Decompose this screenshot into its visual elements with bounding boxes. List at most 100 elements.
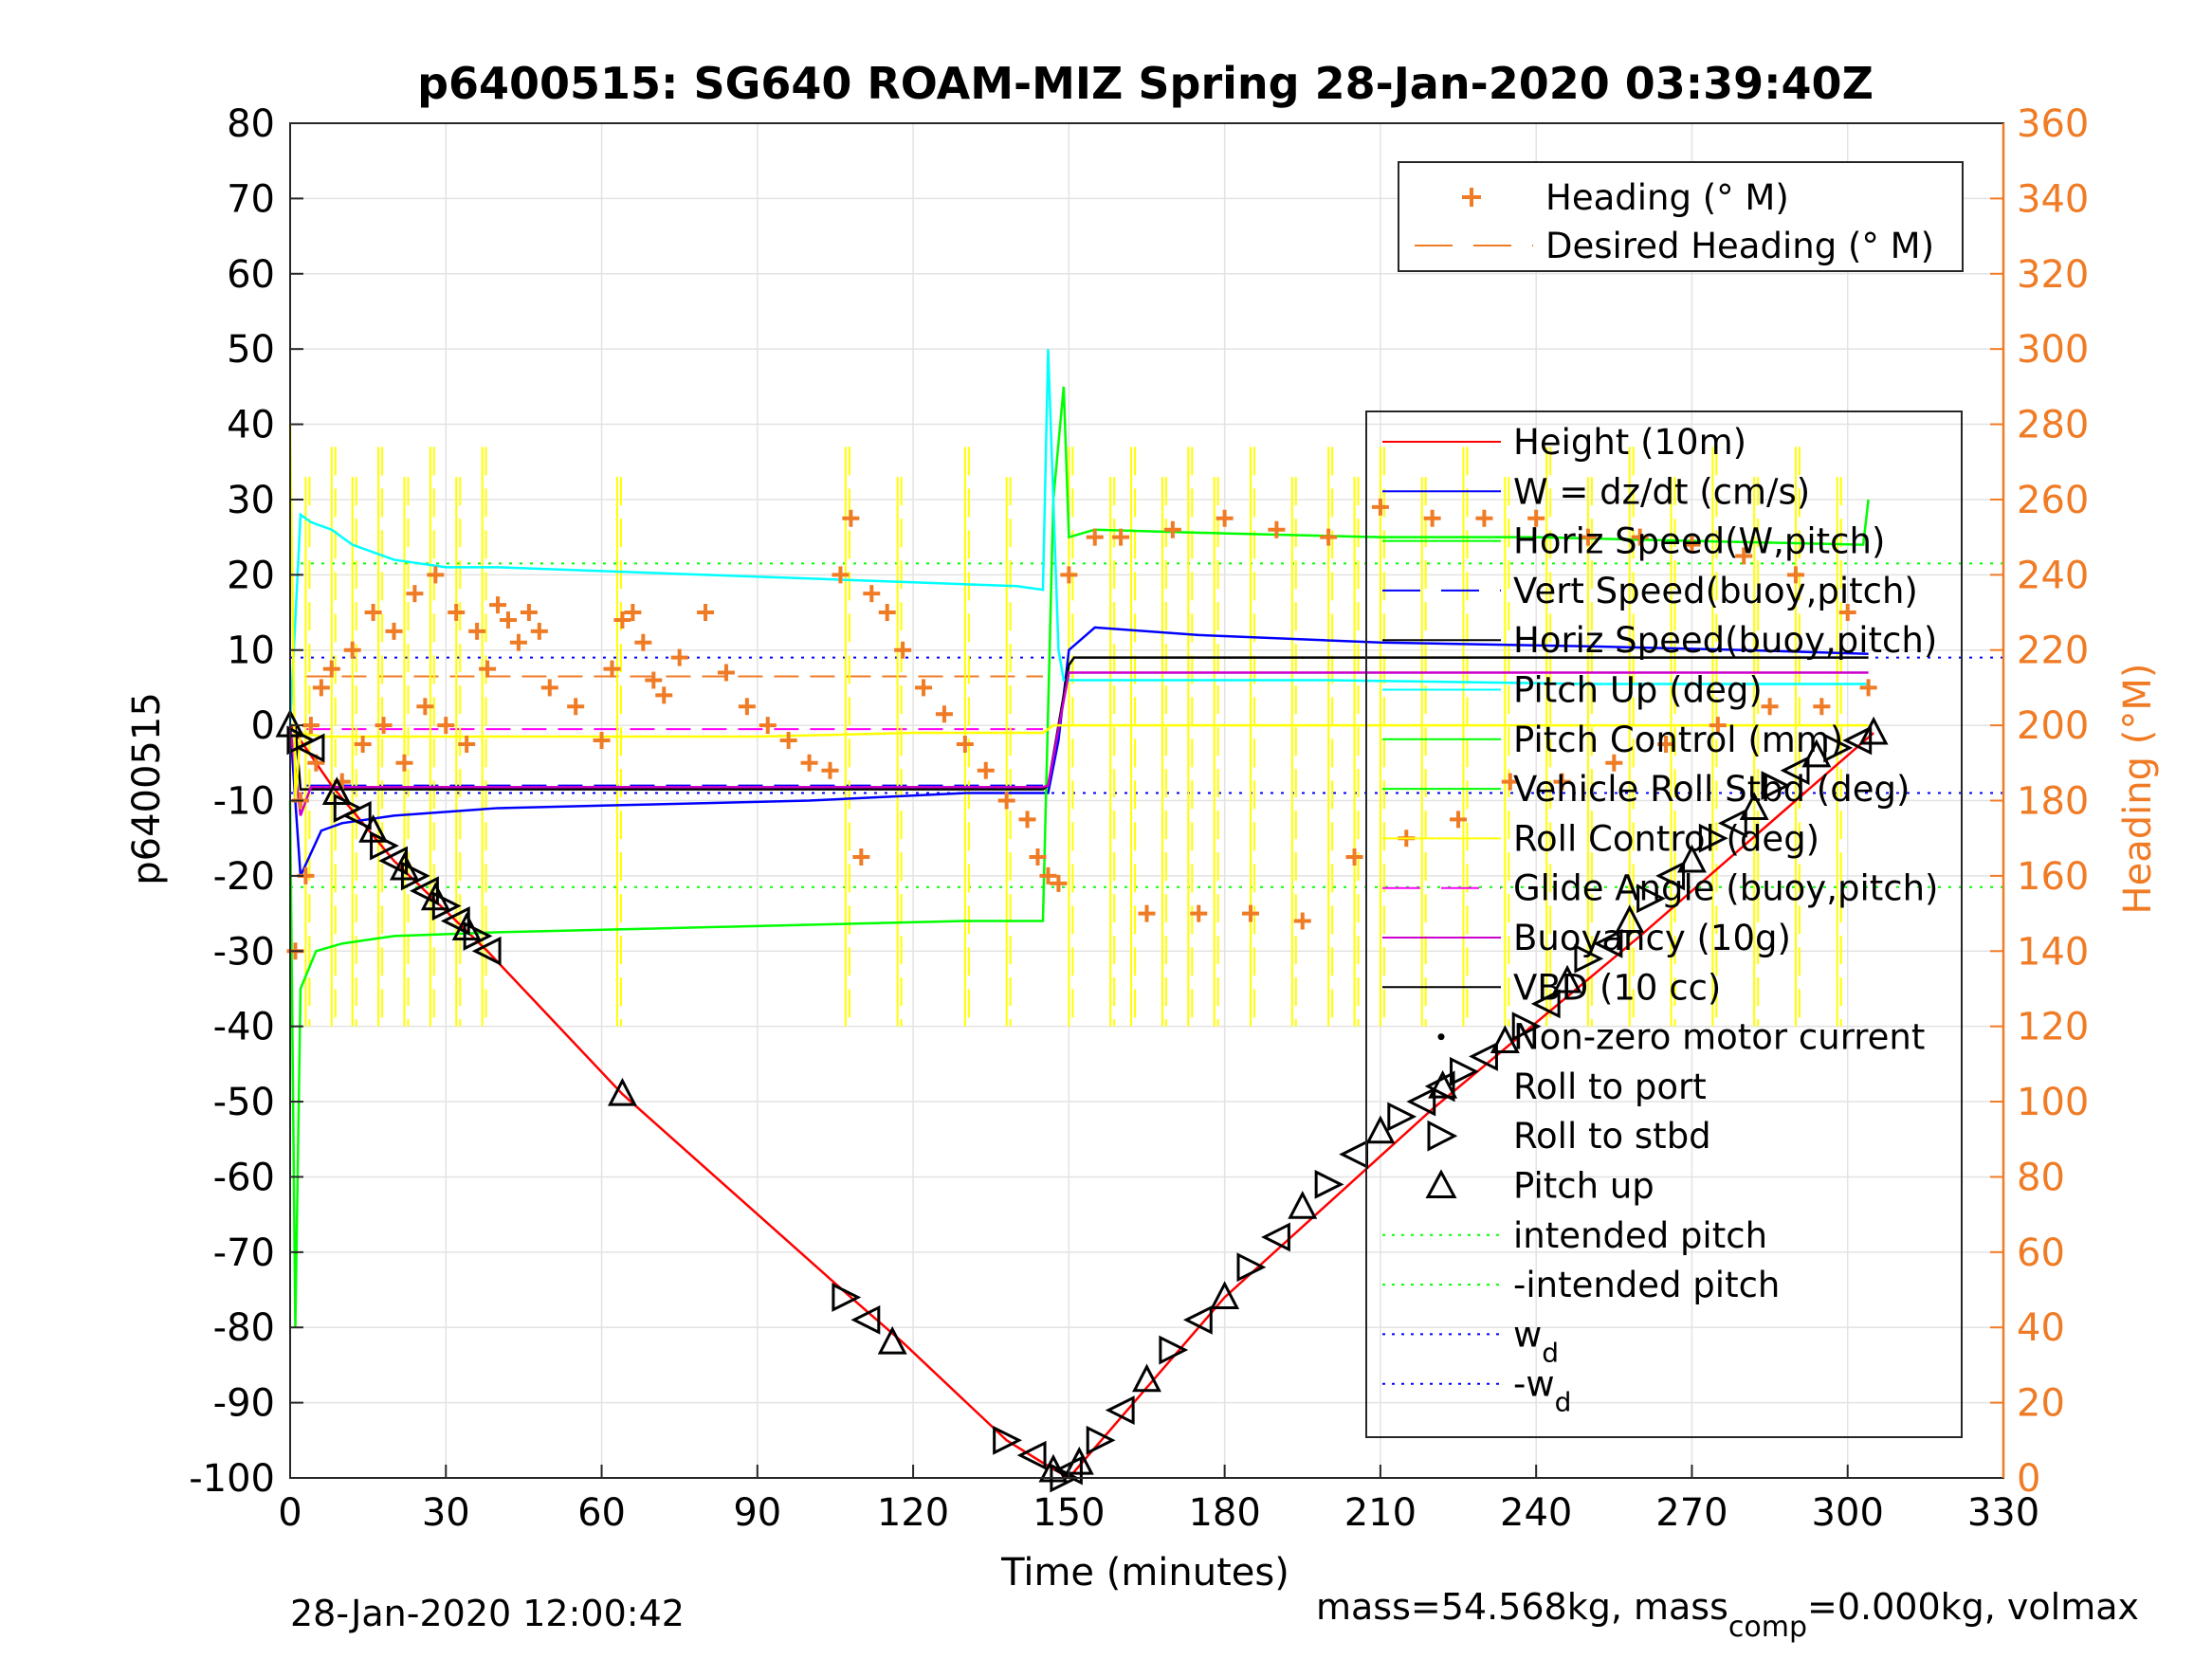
heading-marker (1216, 509, 1234, 527)
y-right-tick-label: 80 (2017, 1156, 2065, 1199)
series-line (288, 626, 1869, 877)
heading-marker (1029, 848, 1047, 866)
heading-marker (863, 585, 881, 603)
legend-main-label: Vert Speed(buoy,pitch) (1513, 571, 1918, 611)
y-right-tick-label: 120 (2017, 1006, 2089, 1049)
heading-marker (1683, 536, 1701, 554)
glider-marker (400, 861, 430, 891)
glider-marker (1182, 1304, 1213, 1335)
glider-marker (370, 830, 399, 861)
glider-marker (1717, 808, 1747, 838)
glider-marker (1016, 1440, 1047, 1470)
legend-main-label: intended pitch (1513, 1215, 1767, 1256)
glider-marker (295, 733, 325, 763)
y-axis-label-left: p6400515 (125, 692, 169, 885)
glider-marker (1387, 1102, 1417, 1132)
heading-marker (479, 660, 497, 678)
glider-marker (1801, 738, 1832, 768)
legend-heading-label: Desired Heading (° M) (1545, 226, 1934, 266)
legend-main-label: Roll to port (1513, 1066, 1707, 1107)
y-right-tick-label: 200 (2017, 704, 2089, 748)
heading-marker (1345, 848, 1363, 866)
legend-main-label: Glide Angle (buoy,pitch) (1513, 868, 1938, 909)
heading-marker (956, 735, 974, 753)
footer-mass-tail: =0.000kg, volmax (1807, 1586, 2139, 1628)
y-axis-ticks-left: -100-90-80-70-60-50-40-30-20-10010203040… (189, 102, 275, 1501)
heading-marker (670, 648, 688, 666)
heading-marker (624, 604, 642, 622)
heading-marker (832, 566, 850, 584)
glider-marker (1655, 861, 1686, 891)
heading-marker (1138, 904, 1156, 922)
y-right-tick-label: 160 (2017, 855, 2089, 899)
glider-marker (463, 921, 493, 951)
heading-marker (1761, 698, 1779, 716)
y-right-tick-label: 280 (2017, 404, 2089, 447)
glider-marker (1698, 823, 1728, 853)
glider-marker (1288, 1190, 1318, 1219)
heading-marker (634, 633, 652, 651)
glider-marker (1574, 943, 1604, 974)
heading-marker (1050, 874, 1068, 892)
heading-marker (322, 660, 340, 678)
footer-mass-info: mass=54.568kg, masscomp=0.000kg, volmax (1316, 1586, 2139, 1644)
legend-main-label: Pitch up (1513, 1166, 1654, 1207)
legend-main-label: -intended pitch (1513, 1265, 1780, 1305)
y-tick-label: 40 (227, 404, 275, 447)
heading-marker (354, 735, 372, 753)
x-axis-ticks: 0 30 60 90 120 150 180 210 240 270 300 330 (278, 1491, 2039, 1535)
heading-marker (427, 566, 445, 584)
glider-marker (993, 1425, 1023, 1455)
glider-marker (850, 1304, 881, 1335)
y-tick-label: 70 (227, 177, 275, 221)
heading-marker (509, 633, 527, 651)
legend-main-label: Horiz Speed(buoy,pitch) (1513, 620, 1937, 661)
y-tick-label: -20 (213, 855, 275, 899)
heading-marker (759, 717, 777, 735)
heading-marker (821, 761, 839, 779)
heading-marker (645, 671, 663, 689)
heading-marker (717, 664, 735, 682)
y-tick-label: -80 (213, 1306, 275, 1350)
heading-marker (1293, 912, 1311, 930)
x-tick-label: 120 (877, 1491, 949, 1535)
glider-marker (1636, 884, 1667, 914)
legend-main-label: Non-zero motor current (1513, 1017, 1925, 1058)
glider-marker (1858, 716, 1889, 745)
y-right-tick-label: 0 (2017, 1457, 2040, 1501)
glider-marker (607, 1077, 637, 1106)
heading-marker (312, 679, 330, 697)
heading-marker (915, 679, 933, 697)
heading-marker (842, 509, 860, 527)
glider-marker (1064, 1446, 1094, 1475)
glider-marker (1132, 1363, 1161, 1393)
glider-marker (1552, 964, 1582, 994)
legend-main-label: VBD (10 cc) (1513, 967, 1721, 1008)
x-tick-label: 300 (1812, 1491, 1884, 1535)
glider-marker (1428, 1069, 1458, 1099)
y-axis-label-right: Heading (°M) (2116, 664, 2160, 915)
heading-marker (779, 731, 797, 749)
legend-main-box (1365, 410, 1963, 1438)
heading-marker (935, 705, 953, 723)
heading-marker (520, 604, 538, 622)
heading-marker (1060, 566, 1078, 584)
heading-marker (437, 717, 455, 735)
legend-main-label: W = dz/dt (cm/s) (1513, 471, 1810, 512)
y-tick-label: -70 (213, 1231, 275, 1275)
y-right-tick-label: 20 (2017, 1382, 2065, 1426)
x-tick-label: 180 (1188, 1491, 1260, 1535)
heading-marker (530, 622, 548, 640)
x-tick-label: 270 (1655, 1491, 1728, 1535)
glider-marker (471, 936, 502, 966)
y-right-tick-label: 340 (2017, 177, 2089, 221)
y-tick-label: 30 (227, 479, 275, 522)
glider-marker (1842, 725, 1873, 756)
glider-marker (431, 891, 462, 921)
heading-marker (593, 731, 611, 749)
heading-marker (1859, 679, 1877, 697)
heading-marker (894, 641, 912, 659)
glider-marker (1406, 1086, 1436, 1117)
heading-marker (1475, 509, 1493, 527)
heading-marker (1268, 520, 1286, 538)
